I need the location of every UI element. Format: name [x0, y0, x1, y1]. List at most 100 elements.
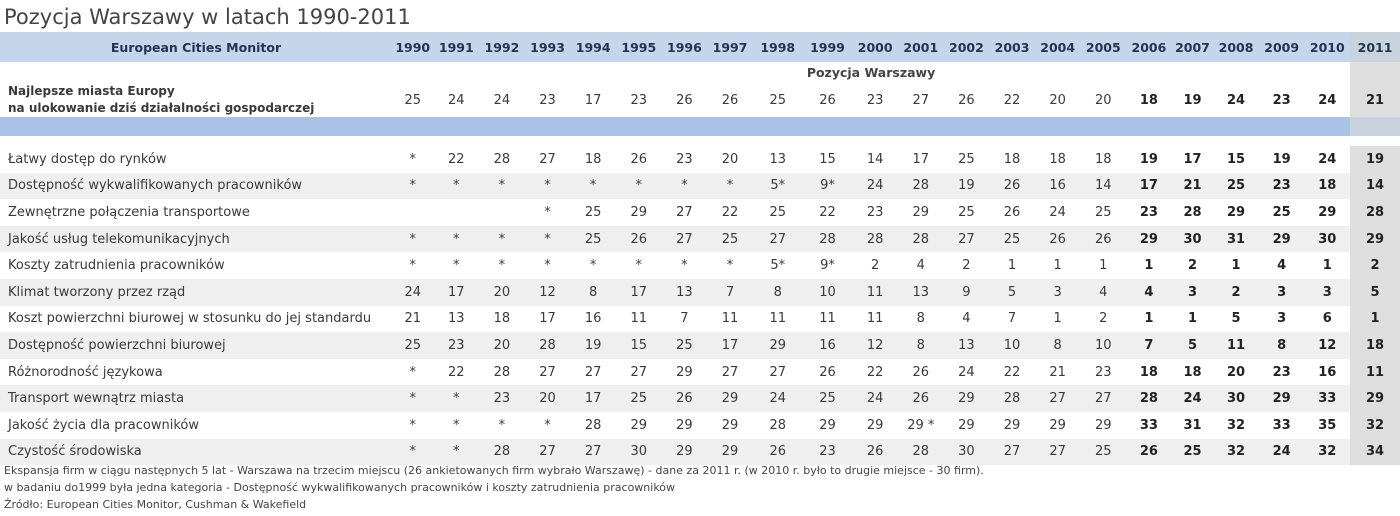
table-cell: [392, 199, 433, 226]
best-cities-label: Najlepsze miasta Europy na ulokowanie dzi…: [8, 84, 315, 115]
table-cell: 27: [584, 364, 602, 380]
table-row: Klimat tworzony przez rząd 24 17 20 12 8 17 13 7…: [0, 278, 1400, 306]
row-label: Różnorodność językowa: [8, 364, 163, 380]
table-cell: 23: [866, 204, 884, 220]
best-cities-value: 20: [1049, 92, 1066, 108]
table-cell: 8: [898, 332, 944, 359]
table-row: Koszty zatrudnienia pracowników * * * * * * * * 5…: [0, 252, 1400, 279]
table-cell: *: [544, 258, 551, 274]
table-cell: 21: [1171, 172, 1214, 200]
year-header: 2006: [1131, 39, 1167, 55]
table-cell: *: [524, 225, 571, 253]
table-row: Koszt powierzchni biurowej w stosunku do…: [0, 305, 1400, 333]
best-cities-value: 20: [1095, 92, 1112, 108]
table-cell: 25: [1171, 438, 1214, 466]
table-cell: 25: [958, 151, 975, 167]
table-cell: 29: [676, 364, 693, 380]
table-cell: 33: [1139, 417, 1158, 433]
separator-band: [0, 117, 1400, 136]
table-cell: 2: [1187, 258, 1197, 274]
table-cell: 11: [630, 311, 648, 327]
table-cell: 1: [1322, 258, 1332, 274]
table-cell: 29: [721, 417, 739, 433]
year-header: 2003: [994, 39, 1030, 55]
table-cell: *: [635, 258, 643, 274]
year-header: 1995: [621, 39, 657, 55]
year-header: 1996: [667, 39, 702, 55]
table-cell: 13: [448, 311, 465, 327]
table-cell: *: [570, 172, 616, 200]
table-cell: *: [544, 204, 551, 220]
table-cell: 27: [524, 438, 571, 466]
row-label: Klimat tworzony przez rząd: [0, 278, 392, 306]
table-cell: 31: [1183, 417, 1202, 433]
table-cell: 17: [570, 385, 616, 412]
table-cell: 29: [1258, 225, 1305, 253]
row-label: Zewnętrzne połączenia transportowe: [8, 204, 250, 220]
table-cell: 23: [1258, 172, 1305, 200]
year-header: 1991: [438, 39, 474, 55]
table-cell: 3: [1258, 278, 1305, 306]
table-cell: 1: [1231, 258, 1241, 274]
table-cell: 29: [630, 417, 648, 433]
table-cell: 17: [615, 278, 662, 306]
best-cities-value: 23: [1272, 92, 1291, 108]
table-cell: 30: [1171, 225, 1214, 253]
table-cell: 20: [524, 385, 571, 412]
table-cell: 29: [1095, 417, 1112, 433]
table-cell: 26: [1034, 225, 1081, 253]
table-cell: 14: [1080, 172, 1127, 200]
table-row: Łatwy dostęp do rynków * 22 28 27 18 26 23 20 13 1…: [0, 146, 1400, 173]
table-cell: 27: [630, 364, 648, 380]
table-cell: 25: [707, 225, 753, 253]
footnote: Źródło: European Cities Monitor, Cushman…: [4, 498, 307, 511]
table-cell: 25: [570, 225, 616, 253]
table-cell: *: [479, 225, 525, 253]
table-row: Różnorodność językowa * 22 28 27 27 27 29 27 27 26…: [0, 358, 1400, 386]
table-cell: 23: [1272, 364, 1291, 380]
table-cell: 26: [630, 151, 648, 167]
table-row: Czystość środowiska * * 28 27 27 30 29 29 26 23 26 2…: [0, 438, 1400, 466]
table-cell: 26: [1003, 204, 1021, 220]
table-cell: 2: [871, 258, 880, 274]
table-cell: 28: [769, 417, 786, 433]
header-row: European Cities Monitor 1990 1991 1992 1993…: [0, 32, 1400, 62]
table-row: Jakość usług telekomunikacyjnych * * * * 25 26…: [0, 225, 1400, 253]
table-cell: 17: [433, 278, 480, 306]
table-cell: 29: [1318, 204, 1337, 220]
table-cell: 7: [1007, 311, 1017, 327]
table-cell: 23: [479, 385, 525, 412]
table-cell: 3: [1277, 311, 1287, 327]
best-cities-value: 19: [1183, 92, 1202, 108]
table-cell: 14: [1350, 172, 1400, 200]
table-cell: 8: [570, 278, 616, 306]
best-cities-value: 22: [1003, 92, 1021, 108]
table-cell: 29: [912, 204, 930, 220]
table-cell: 29: [1049, 417, 1066, 433]
table-row: Transport wewnątrz miasta * * 23 20 17 25 26 29 2…: [0, 385, 1400, 412]
best-cities-value: 26: [958, 92, 975, 108]
table-cell: *: [661, 172, 708, 200]
table-cell: 24: [1258, 438, 1305, 466]
table-cell: 18: [493, 311, 511, 327]
table-cell: 24: [752, 385, 803, 412]
table-cell: 5: [1171, 332, 1214, 359]
table-cell: 18: [1350, 332, 1400, 359]
table-cell: 18: [584, 151, 602, 167]
position-row: Pozycja Warszawy: [0, 62, 1400, 83]
year-header: 1998: [760, 39, 796, 55]
table-cell: 27: [769, 364, 786, 380]
table-cell: 13: [898, 278, 944, 306]
table-cell: 1: [1144, 311, 1154, 327]
table-cell: *: [433, 172, 480, 200]
table-cell: 28: [852, 225, 898, 253]
table-cell: *: [409, 151, 416, 167]
table-cell: 20: [721, 151, 739, 167]
table-cell: 5: [989, 278, 1035, 306]
table-cell: 27: [539, 364, 556, 380]
table-cell: 28: [1126, 385, 1172, 412]
table-cell: 32: [1226, 417, 1246, 433]
table-cell: *: [707, 172, 753, 200]
table-cell: 26: [989, 172, 1035, 200]
row-label: Koszty zatrudnienia pracowników: [8, 258, 225, 274]
